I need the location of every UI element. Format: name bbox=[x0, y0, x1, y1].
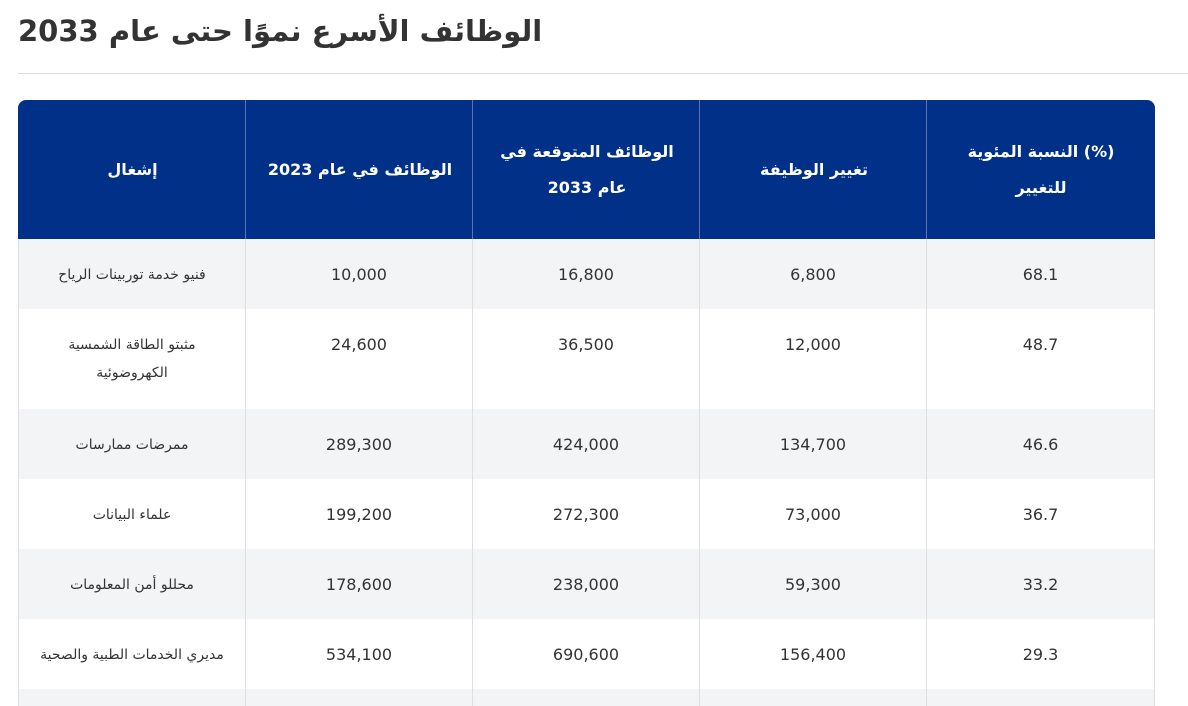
cell-occupation bbox=[18, 689, 246, 706]
cell-percent-change: 48.7 bbox=[927, 309, 1155, 409]
cell-job-change: 12,000 bbox=[700, 309, 927, 409]
cell-jobs-2023: 289,300 bbox=[246, 409, 473, 479]
cell-jobs-2033: 238,000 bbox=[473, 549, 700, 619]
cell-jobs-2023: 10,000 bbox=[246, 239, 473, 309]
cell-occupation: فنيو خدمة توربينات الرياح bbox=[18, 239, 246, 309]
cell-occupation: علماء البيانات bbox=[18, 479, 246, 549]
cell-jobs-2033: 16,800 bbox=[473, 239, 700, 309]
cell-percent-change: 46.6 bbox=[927, 409, 1155, 479]
cell-job-change: 59,300 bbox=[700, 549, 927, 619]
jobs-table: إشغال الوظائف في عام 2023 الوظائف المتوق… bbox=[18, 100, 1155, 706]
table-row: مديري الخدمات الطبية والصحية 534,100 690… bbox=[18, 619, 1155, 689]
table-header-row: إشغال الوظائف في عام 2023 الوظائف المتوق… bbox=[18, 100, 1155, 239]
header-jobs-2033: الوظائف المتوقعة في عام 2033 bbox=[473, 100, 700, 239]
cell-occupation: مثبتو الطاقة الشمسية الكهروضوئية bbox=[18, 309, 246, 409]
cell-job-change: 156,400 bbox=[700, 619, 927, 689]
cell-percent-change: 33.2 bbox=[927, 549, 1155, 619]
cell-job-change: 6,800 bbox=[700, 239, 927, 309]
cell-jobs-2023 bbox=[246, 689, 473, 706]
cell-jobs-2023: 534,100 bbox=[246, 619, 473, 689]
cell-percent-change: 68.1 bbox=[927, 239, 1155, 309]
header-jobs-2023: الوظائف في عام 2023 bbox=[246, 100, 473, 239]
cell-jobs-2033: 272,300 bbox=[473, 479, 700, 549]
jobs-table-container: إشغال الوظائف في عام 2023 الوظائف المتوق… bbox=[18, 100, 1155, 706]
cell-occupation: ممرضات ممارسات bbox=[18, 409, 246, 479]
table-row: ممرضات ممارسات 289,300 424,000 134,700 4… bbox=[18, 409, 1155, 479]
header-job-change: تغيير الوظيفة bbox=[700, 100, 927, 239]
cell-jobs-2023: 24,600 bbox=[246, 309, 473, 409]
cell-jobs-2033: 36,500 bbox=[473, 309, 700, 409]
title-divider bbox=[18, 73, 1188, 74]
cell-percent-change: 29.3 bbox=[927, 619, 1155, 689]
table-row: محللو أمن المعلومات 178,600 238,000 59,3… bbox=[18, 549, 1155, 619]
cell-jobs-2033: 424,000 bbox=[473, 409, 700, 479]
table-row: مثبتو الطاقة الشمسية الكهروضوئية 24,600 … bbox=[18, 309, 1155, 409]
cell-job-change: 134,700 bbox=[700, 409, 927, 479]
header-percent-change: (%) النسبة المئوية للتغيير bbox=[927, 100, 1155, 239]
cell-occupation: مديري الخدمات الطبية والصحية bbox=[18, 619, 246, 689]
cell-jobs-2033 bbox=[473, 689, 700, 706]
header-occupation: إشغال bbox=[18, 100, 246, 239]
page-title: الوظائف الأسرع نموًا حتى عام 2033 bbox=[18, 14, 543, 48]
cell-percent-change: 36.7 bbox=[927, 479, 1155, 549]
cell-jobs-2023: 199,200 bbox=[246, 479, 473, 549]
table-row bbox=[18, 689, 1155, 706]
cell-jobs-2033: 690,600 bbox=[473, 619, 700, 689]
table-row: فنيو خدمة توربينات الرياح 10,000 16,800 … bbox=[18, 239, 1155, 309]
cell-jobs-2023: 178,600 bbox=[246, 549, 473, 619]
table-row: علماء البيانات 199,200 272,300 73,000 36… bbox=[18, 479, 1155, 549]
cell-percent-change bbox=[927, 689, 1155, 706]
cell-job-change: 73,000 bbox=[700, 479, 927, 549]
cell-job-change bbox=[700, 689, 927, 706]
cell-occupation: محللو أمن المعلومات bbox=[18, 549, 246, 619]
